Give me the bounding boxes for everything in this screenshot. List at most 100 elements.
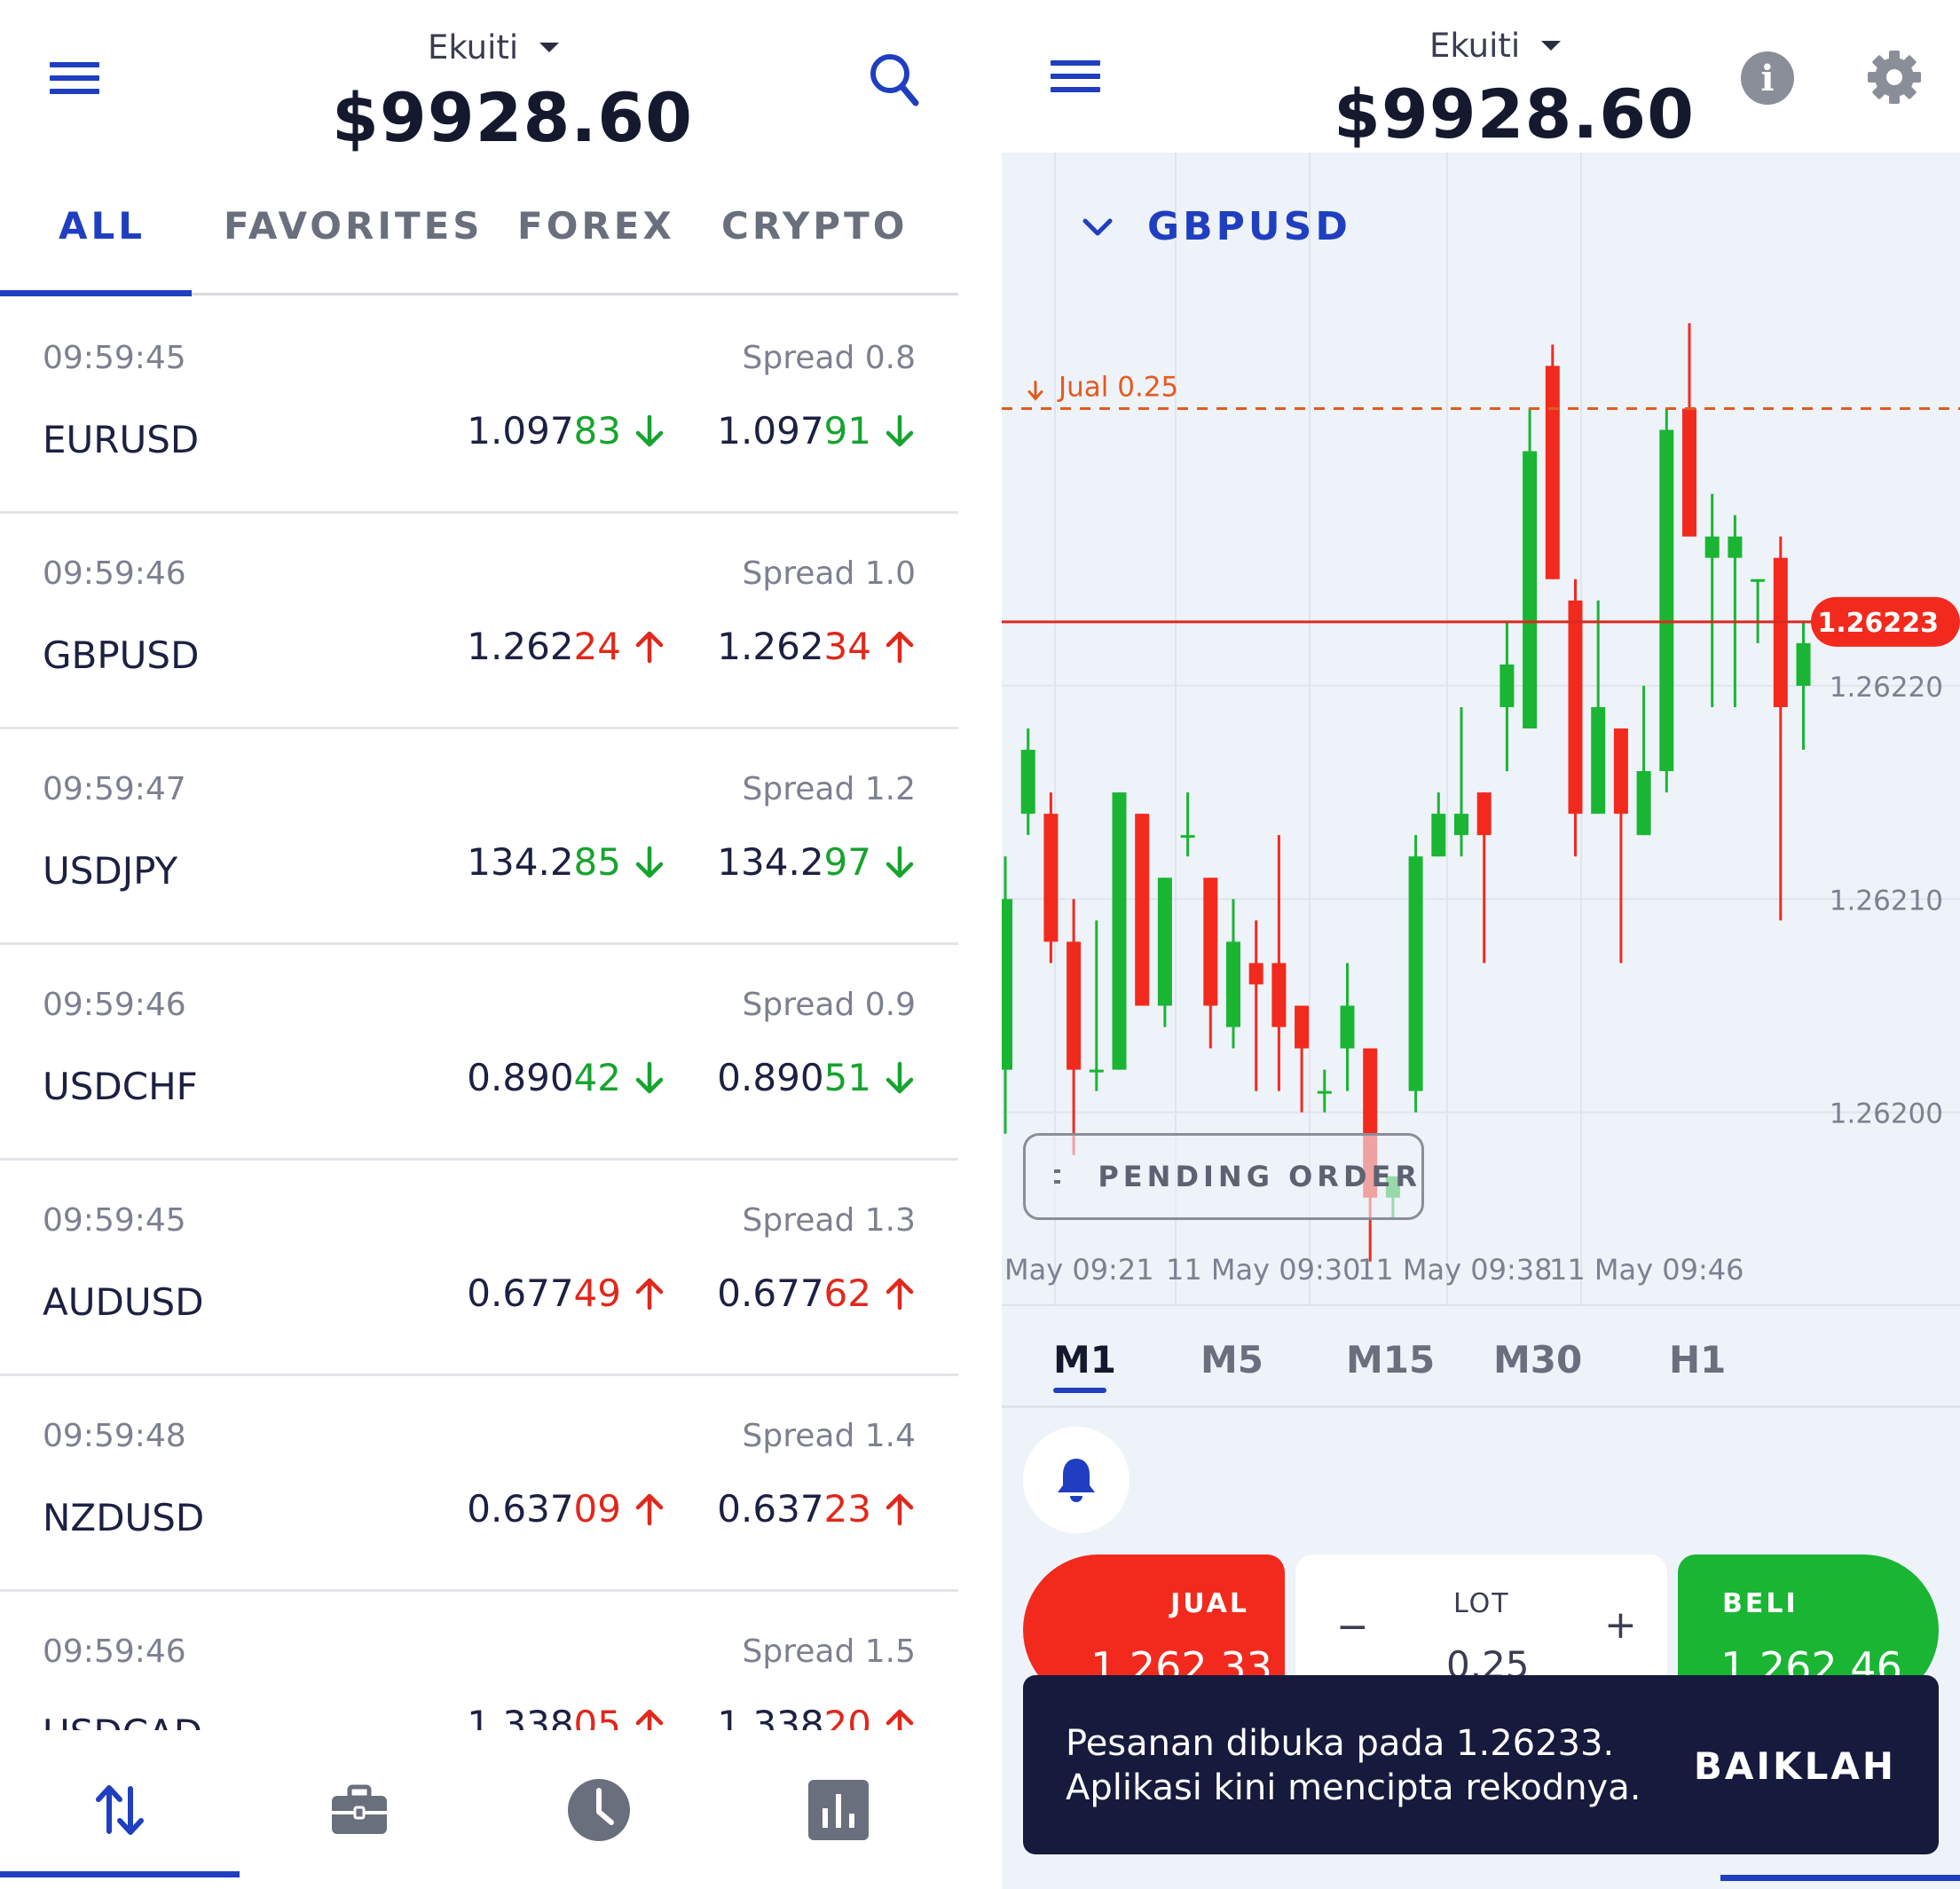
candle-body <box>1636 771 1651 836</box>
quote-spread: Spread 1.2 <box>742 771 916 807</box>
toast-message: Pesanan dibuka pada 1.26233. Aplikasi ki… <box>1066 1721 1641 1810</box>
info-icon[interactable]: i <box>1741 51 1794 105</box>
timeframe-m30[interactable]: M30 <box>1493 1338 1583 1381</box>
candle-body <box>1704 536 1720 558</box>
arrow-up-icon <box>886 1278 914 1310</box>
ask-price-pips: 97 <box>823 840 871 884</box>
tab-all[interactable]: ALL <box>59 204 146 248</box>
candlestick-chart[interactable]: 1.26200 1.26210 1.26220 Jual 0.25 1.26223 <box>1002 153 1960 1304</box>
arrow-up-icon <box>886 631 914 663</box>
quote-row-gbpusd[interactable]: 09:59:46 Spread 1.0 GBPUSD 1.262 24 1.262… <box>0 511 958 729</box>
current-price-tag <box>1811 596 1960 647</box>
ask-price[interactable]: 134.2 97 <box>717 840 916 884</box>
tab-forex[interactable]: FOREX <box>517 204 675 248</box>
bid-price[interactable]: 134.2 85 <box>467 840 665 884</box>
toast-ok-button[interactable]: BAIKLAH <box>1693 1744 1896 1788</box>
briefcase-icon <box>332 1784 387 1834</box>
ask-price[interactable]: 1.262 34 <box>717 625 916 668</box>
candle-body <box>1002 899 1012 1070</box>
arrow-down-icon <box>635 846 664 878</box>
arrow-down-icon <box>635 1061 664 1093</box>
equity-selector[interactable]: Ekuiti <box>1429 27 1562 65</box>
bid-price[interactable]: 0.890 42 <box>467 1056 665 1099</box>
tab-crypto[interactable]: CRYPTO <box>721 204 909 248</box>
arrow-down-icon <box>886 1061 914 1093</box>
arrow-down-icon <box>886 414 914 446</box>
bid-price-pips: 09 <box>573 1487 621 1531</box>
candle-body <box>1773 557 1788 707</box>
arrow-up-icon <box>635 1493 664 1525</box>
lot-increase-button[interactable]: + <box>1604 1602 1637 1648</box>
quote-row-eurusd[interactable]: 09:59:45 Spread 0.8 EURUSD 1.097 83 1.097… <box>0 295 958 514</box>
candle-body <box>1271 963 1287 1027</box>
nav-portfolio[interactable] <box>240 1730 479 1889</box>
current-price-label: 1.26223 <box>1817 608 1939 639</box>
quote-row-audusd[interactable]: 09:59:45 Spread 1.3 AUDUSD 0.677 49 0.677… <box>0 1158 958 1376</box>
nav-trade[interactable] <box>0 1730 240 1889</box>
ask-price[interactable]: 0.677 62 <box>717 1271 916 1315</box>
timeframe-m15[interactable]: M15 <box>1346 1338 1436 1381</box>
quote-symbol: NZDUSD <box>43 1496 205 1539</box>
symbol-name: GBPUSD <box>1147 204 1351 249</box>
gear-icon[interactable] <box>1867 50 1922 105</box>
bid-price-main: 0.637 <box>467 1487 574 1531</box>
candle-body <box>1568 600 1583 815</box>
bid-price[interactable]: 1.262 24 <box>467 625 665 668</box>
quote-row-usdjpy[interactable]: 09:59:47 Spread 1.2 USDJPY 134.2 85 134.2… <box>0 727 958 945</box>
quote-row-usdchf[interactable]: 09:59:46 Spread 0.9 USDCHF 0.890 42 0.890… <box>0 942 958 1161</box>
candle-body <box>1135 814 1150 1006</box>
ask-price[interactable]: 0.890 51 <box>717 1056 916 1099</box>
timeframe-m5[interactable]: M5 <box>1200 1338 1264 1381</box>
quote-spread: Spread 1.0 <box>742 555 916 592</box>
price-alert-button[interactable] <box>1023 1427 1130 1533</box>
nav-analytics[interactable] <box>719 1730 958 1889</box>
candle-body <box>1248 963 1263 985</box>
quote-row-nzdusd[interactable]: 09:59:48 Spread 1.4 NZDUSD 0.637 09 0.637… <box>0 1373 958 1592</box>
tab-favorites[interactable]: FAVORITES <box>224 204 484 248</box>
candle-body <box>1431 814 1446 857</box>
bell-icon <box>1058 1459 1095 1502</box>
lot-decrease-button[interactable]: − <box>1336 1604 1369 1649</box>
ask-price-main: 1.262 <box>717 625 824 668</box>
candle-body <box>1043 814 1059 942</box>
equity-selector[interactable]: Ekuiti <box>428 28 560 67</box>
bid-price[interactable]: 0.637 09 <box>467 1487 665 1531</box>
bid-price-pips: 24 <box>573 625 621 668</box>
bid-price[interactable]: 1.097 83 <box>467 409 665 453</box>
bid-price-main: 0.890 <box>467 1056 574 1099</box>
chart-screen: 1.26200 1.26210 1.26220 Jual 0.25 1.26223 Ek… <box>1002 0 1960 1889</box>
toast-line-2: Aplikasi kini mencipta rekodnya. <box>1066 1767 1641 1808</box>
timeframe-h1[interactable]: H1 <box>1669 1338 1727 1381</box>
timeframe-m1[interactable]: M1 <box>1053 1338 1117 1381</box>
candle-body <box>1591 706 1606 815</box>
ask-price[interactable]: 0.637 23 <box>717 1487 916 1531</box>
candle-body <box>1203 878 1218 1006</box>
candle-body <box>1751 579 1766 582</box>
equity-value: $9928.60 <box>332 78 694 157</box>
equity-label: Ekuiti <box>1429 27 1521 65</box>
order-toast: Pesanan dibuka pada 1.26233. Aplikasi ki… <box>1023 1675 1939 1854</box>
menu-icon[interactable] <box>1051 60 1100 92</box>
chevron-down-icon <box>1082 218 1113 235</box>
equity-value: $9928.60 <box>1334 75 1696 153</box>
bid-price-pips: 42 <box>573 1056 621 1099</box>
ask-price-pips: 62 <box>823 1271 871 1315</box>
bid-price-main: 1.262 <box>467 625 574 668</box>
quote-time: 09:59:46 <box>43 987 186 1023</box>
timeframe-bar: M1 M5 M15 M30 H1 <box>1002 1304 1960 1408</box>
candle-body <box>1500 664 1515 707</box>
symbol-selector[interactable]: GBPUSD <box>1082 204 1351 249</box>
pending-order-button[interactable]: PENDING ORDER <box>1023 1133 1424 1220</box>
menu-icon[interactable] <box>50 62 99 94</box>
arrow-down-icon <box>635 414 664 446</box>
nav-history[interactable] <box>479 1730 719 1889</box>
x-tick-label: 11 May 09:46 <box>1549 1253 1744 1287</box>
search-icon[interactable] <box>868 51 919 110</box>
ask-price[interactable]: 1.097 91 <box>717 409 916 453</box>
y-tick-label: 1.26200 <box>1830 1098 1943 1130</box>
timeframe-indicator <box>1053 1388 1106 1393</box>
quote-time: 09:59:45 <box>43 340 186 376</box>
bid-price[interactable]: 0.677 49 <box>467 1271 665 1315</box>
toast-line-1: Pesanan dibuka pada 1.26233. <box>1066 1723 1615 1764</box>
nav-active-indicator <box>1720 1875 1960 1881</box>
